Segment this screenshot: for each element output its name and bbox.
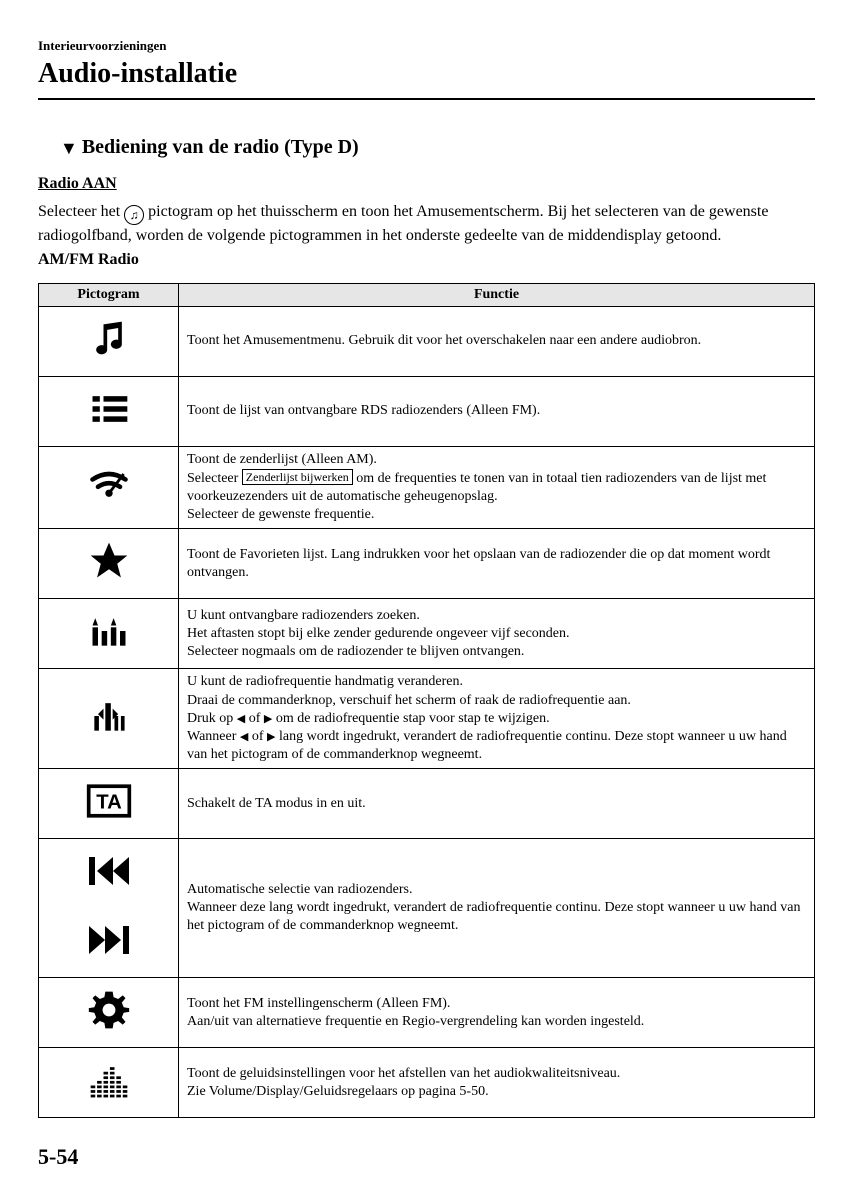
line: Zie Volume/Display/Geluidsregelaars op p… (187, 1084, 489, 1099)
gear-icon (85, 988, 133, 1032)
scan-icon (85, 609, 133, 653)
update-list-button-label: Zenderlijst bijwerken (242, 469, 353, 485)
table-row: Toont het FM instellingenscherm (Alleen … (39, 978, 815, 1048)
table-row: Toont de lijst van ontvangbare RDS radio… (39, 376, 815, 446)
func-text: Toont de lijst van ontvangbare RDS radio… (179, 376, 815, 446)
equalizer-icon (85, 1058, 133, 1102)
line: U kunt ontvangbare radiozenders zoeken. (187, 608, 420, 623)
table-row: Automatische selectie van radiozenders. … (39, 839, 815, 909)
table-row: U kunt ontvangbare radiozenders zoeken. … (39, 599, 815, 669)
line: Automatische selectie van radiozenders. (187, 882, 412, 897)
func-text: Toont het FM instellingenscherm (Alleen … (179, 978, 815, 1048)
line: Aan/uit van alternatieve frequentie en R… (187, 1014, 644, 1029)
line: of (248, 729, 267, 744)
line: Selecteer nogmaals om de radiozender te … (187, 644, 524, 659)
line: of (245, 711, 264, 726)
intro-pre: Selecteer het (38, 203, 124, 220)
triangle-left-icon (237, 711, 245, 726)
section-heading: ▼Bediening van de radio (Type D) (60, 136, 815, 159)
intro-paragraph: Selecteer het ♫ pictogram op het thuissc… (38, 201, 815, 247)
table-row: U kunt de radiofrequentie handmatig vera… (39, 669, 815, 769)
line: Draai de commanderknop, verschuif het sc… (187, 693, 631, 708)
line: Selecteer (187, 471, 242, 486)
table-row: Toont de zenderlijst (Alleen AM). Select… (39, 446, 815, 529)
table-row: Toont de geluidsinstellingen voor het af… (39, 1048, 815, 1118)
line: Selecteer de gewenste frequentie. (187, 507, 374, 522)
star-icon (85, 539, 133, 583)
line: Wanneer deze lang wordt ingedrukt, veran… (187, 900, 800, 933)
col-header-functie: Functie (179, 283, 815, 306)
table-row: Toont de Favorieten lijst. Lang indrukke… (39, 529, 815, 599)
skip-forward-icon (85, 918, 133, 962)
line: Het aftasten stopt bij elke zender gedur… (187, 626, 570, 641)
func-text: Toont het Amusementmenu. Gebruik dit voo… (179, 306, 815, 376)
func-text: Toont de Favorieten lijst. Lang indrukke… (179, 529, 815, 599)
page-title: Audio-installatie (38, 58, 815, 90)
music-note-inline-icon: ♫ (124, 205, 144, 225)
antenna-icon (85, 463, 133, 507)
func-text: Schakelt de TA modus in en uit. (179, 769, 815, 839)
col-header-pictogram: Pictogram (39, 283, 179, 306)
table-row: Toont het Amusementmenu. Gebruik dit voo… (39, 306, 815, 376)
page-number: 5-54 (38, 1144, 78, 1170)
line: Toont de zenderlijst (Alleen AM). (187, 452, 377, 467)
line: Toont het FM instellingenscherm (Alleen … (187, 996, 450, 1011)
triangle-marker-icon: ▼ (60, 138, 78, 159)
func-text: Automatische selectie van radiozenders. … (179, 839, 815, 978)
line: Toont de geluidsinstellingen voor het af… (187, 1066, 620, 1081)
function-table: Pictogram Functie Toont het Amusementmen… (38, 283, 815, 1119)
table-row: TA Schakelt de TA modus in en uit. (39, 769, 815, 839)
title-rule (38, 98, 815, 100)
sub-heading: Radio AAN (38, 175, 815, 193)
line: lang wordt ingedrukt, verandert de radio… (187, 729, 787, 762)
tune-icon (85, 694, 133, 738)
line: U kunt de radiofrequentie handmatig vera… (187, 674, 463, 689)
music-note-icon (85, 317, 133, 361)
func-text: Toont de geluidsinstellingen voor het af… (179, 1048, 815, 1118)
func-text: Toont de zenderlijst (Alleen AM). Select… (179, 446, 815, 529)
svg-text:TA: TA (96, 792, 122, 814)
list-icon (85, 387, 133, 431)
intro-post: pictogram op het thuisscherm en toon het… (38, 203, 768, 244)
line: Wanneer (187, 729, 240, 744)
section-heading-text: Bediening van de radio (Type D) (82, 136, 359, 158)
line: Druk op (187, 711, 237, 726)
func-text: U kunt ontvangbare radiozenders zoeken. … (179, 599, 815, 669)
line: om de radiofrequentie stap voor stap te … (272, 711, 549, 726)
func-text: U kunt de radiofrequentie handmatig vera… (179, 669, 815, 769)
ta-icon: TA (85, 779, 133, 823)
skip-back-icon (85, 849, 133, 893)
amfm-label: AM/FM Radio (38, 251, 815, 269)
breadcrumb: Interieurvoorzieningen (38, 38, 815, 54)
triangle-right-icon (267, 729, 275, 744)
